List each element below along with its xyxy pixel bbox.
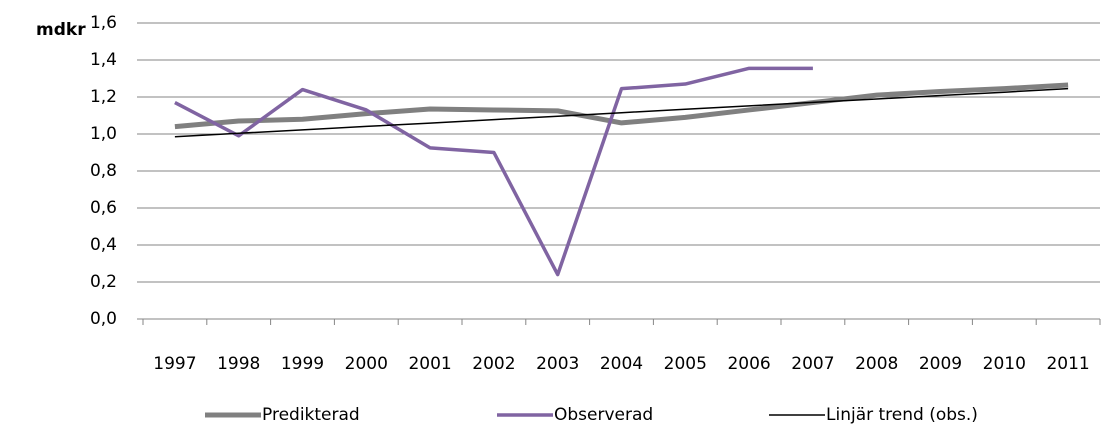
x-tick-label: 2002 [472, 354, 515, 374]
legend-label: Observerad [554, 405, 653, 425]
legend-label: Linjär trend (obs.) [826, 405, 978, 425]
y-tick-label: 0,0 [90, 309, 117, 329]
x-tick-label: 2001 [408, 354, 451, 374]
x-tick-label: 1997 [153, 354, 196, 374]
y-tick-label: 0,6 [90, 198, 117, 218]
y-tick-label: 0,8 [90, 161, 117, 181]
legend-label: Predikterad [262, 405, 360, 425]
x-tick-label: 2011 [1046, 354, 1089, 374]
y-tick-label: 1,2 [90, 87, 117, 107]
y-axis-label: mdkr [36, 20, 86, 40]
x-tick-label: 2003 [536, 354, 579, 374]
x-tick-label: 2006 [727, 354, 770, 374]
line-series [174, 66, 813, 277]
y-tick-label: 1,4 [90, 50, 117, 70]
line-series [174, 87, 1069, 138]
x-tick-label: 2009 [919, 354, 962, 374]
y-tick-label: 0,4 [90, 235, 117, 255]
line-series [174, 82, 1069, 130]
x-tick-label: 2008 [855, 354, 898, 374]
x-tick-label: 2007 [791, 354, 834, 374]
y-tick-label: 1,6 [90, 13, 117, 33]
x-tick-label: 1999 [281, 354, 324, 374]
x-tick-label: 1998 [217, 354, 260, 374]
x-tick-label: 2004 [600, 354, 643, 374]
x-tick-label: 2000 [345, 354, 388, 374]
x-tick-label: 2010 [983, 354, 1026, 374]
x-tick-label: 2005 [664, 354, 707, 374]
y-tick-label: 1,0 [90, 124, 117, 144]
y-tick-label: 0,2 [90, 272, 117, 292]
